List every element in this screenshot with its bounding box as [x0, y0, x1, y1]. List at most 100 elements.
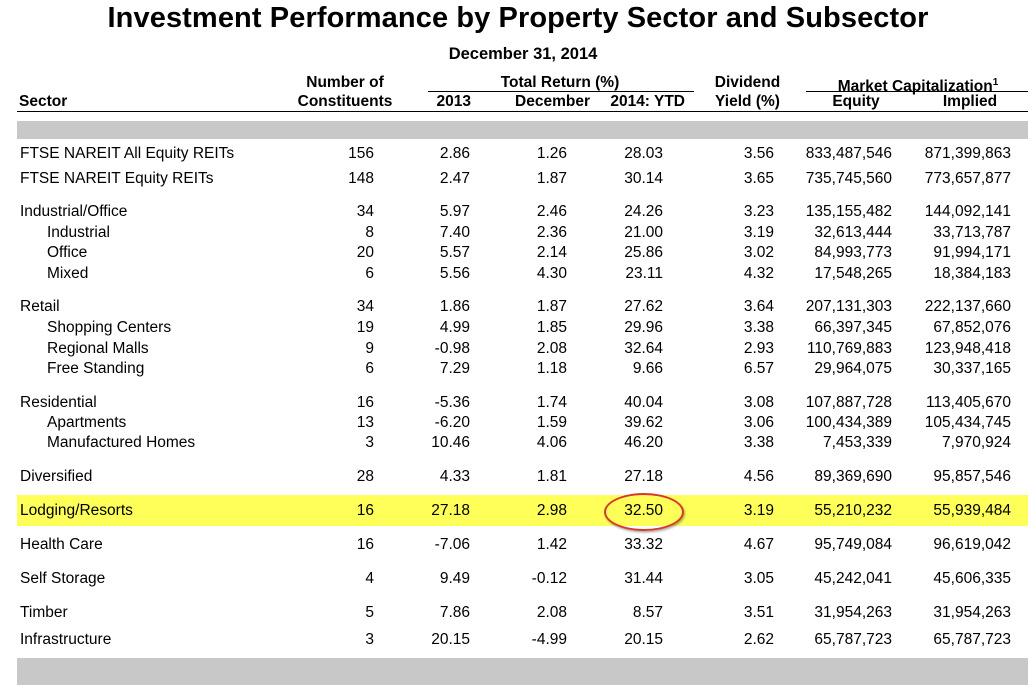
cell-implied: 45,606,335: [933, 570, 1011, 587]
cell-yield: 3.64: [743, 298, 774, 315]
cell-sector: Self Storage: [20, 570, 106, 587]
cell-constituents: 13: [356, 414, 374, 431]
table-row: Office 20 5.57 2.14 25.86 3.02 84,993,773 91,99…: [0, 243, 1036, 263]
cell-december: 2.14: [536, 244, 567, 261]
cell-equity: 29,964,075: [814, 360, 892, 377]
cell-yield: 4.32: [743, 265, 774, 282]
table-row: Health Care 16 -7.06 1.42 33.32 4.67 95,749,08…: [0, 535, 1036, 555]
cell-2013: 5.57: [439, 244, 470, 261]
footnote-marker: 1: [992, 77, 999, 88]
cell-constituents: 156: [348, 145, 374, 162]
cell-implied: 18,384,183: [933, 265, 1011, 282]
cell-yield: 2.93: [743, 340, 774, 357]
cell-constituents: 16: [356, 536, 374, 553]
table-row: Industrial 8 7.40 2.36 21.00 3.19 32,613,444 33…: [0, 223, 1036, 243]
top-gray-band: [17, 121, 1028, 139]
cell-december: 4.06: [536, 434, 567, 451]
cell-equity: 66,397,345: [814, 319, 892, 336]
cell-2013: 5.56: [439, 265, 470, 282]
header-dividend-line2: Yield (%): [715, 93, 780, 110]
cell-constituents: 16: [356, 394, 374, 411]
header-december: December: [515, 93, 590, 110]
cell-ytd: 9.66: [632, 360, 663, 377]
header-dividend-line1: Dividend: [714, 74, 781, 91]
cell-2013: 1.86: [439, 298, 470, 315]
cell-equity: 17,548,265: [814, 265, 892, 282]
cell-2013: 7.86: [439, 604, 470, 621]
cell-constituents: 9: [365, 340, 374, 357]
table-row: Retail 34 1.86 1.87 27.62 3.64 207,131,303 222,…: [0, 297, 1036, 317]
header-implied: Implied: [942, 93, 998, 110]
cell-implied: 55,939,484: [933, 502, 1011, 519]
cell-2013: -5.36: [434, 394, 470, 411]
cell-2013: 9.49: [439, 570, 470, 587]
cell-ytd: 46.20: [624, 434, 663, 451]
cell-equity: 84,993,773: [814, 244, 892, 261]
cell-equity: 31,954,263: [814, 604, 892, 621]
cell-ytd: 27.62: [624, 298, 663, 315]
cell-equity: 735,745,560: [805, 170, 892, 187]
table-row: Industrial/Office 34 5.97 2.46 24.26 3.23 135,…: [0, 202, 1036, 222]
cell-ytd: 8.57: [632, 604, 663, 621]
cell-implied: 65,787,723: [933, 631, 1011, 648]
cell-2013: 20.15: [431, 631, 470, 648]
cell-yield: 3.56: [743, 145, 774, 162]
page-subtitle: December 31, 2014: [448, 45, 598, 63]
cell-december: 1.42: [536, 536, 567, 553]
cell-sector: Shopping Centers: [47, 319, 172, 336]
header-constituents-line1: Number of: [306, 74, 384, 91]
cell-yield: 3.38: [743, 319, 774, 336]
cell-equity: 89,369,690: [814, 468, 892, 485]
cell-ytd: 21.00: [624, 224, 663, 241]
cell-yield: 3.06: [743, 414, 774, 431]
cell-2013: 7.40: [439, 224, 470, 241]
cell-december: 2.98: [536, 502, 567, 519]
cell-december: 1.18: [536, 360, 567, 377]
cell-sector: FTSE NAREIT All Equity REITs: [20, 145, 235, 162]
cell-sector: Infrastructure: [20, 631, 112, 648]
cell-2013: 7.29: [439, 360, 470, 377]
cell-december: -4.99: [531, 631, 567, 648]
header-constituents-line2: Constituents: [297, 93, 393, 110]
cell-ytd: 39.62: [624, 414, 663, 431]
cell-implied: 31,954,263: [933, 604, 1011, 621]
cell-equity: 55,210,232: [814, 502, 892, 519]
cell-yield: 4.56: [743, 468, 774, 485]
table-row: Apartments 13 -6.20 1.59 39.62 3.06 100,434,38…: [0, 413, 1036, 433]
cell-sector: Industrial: [47, 224, 110, 241]
cell-constituents: 4: [365, 570, 374, 587]
cell-implied: 773,657,877: [924, 170, 1011, 187]
cell-yield: 3.19: [743, 224, 774, 241]
cell-yield: 4.67: [743, 536, 774, 553]
cell-equity: 135,155,482: [805, 203, 892, 220]
cell-sector: Lodging/Resorts: [20, 502, 133, 519]
cell-yield: 3.08: [743, 394, 774, 411]
cell-implied: 105,434,745: [924, 414, 1011, 431]
cell-sector: Office: [47, 244, 88, 261]
cell-december: 2.08: [536, 604, 567, 621]
table-row: Lodging/Resorts 16 27.18 2.98 32.50 3.19 55,21…: [0, 501, 1036, 521]
cell-2013: 10.46: [431, 434, 470, 451]
cell-constituents: 20: [356, 244, 374, 261]
cell-yield: 3.38: [743, 434, 774, 451]
cell-yield: 2.62: [743, 631, 774, 648]
cell-constituents: 5: [365, 604, 374, 621]
cell-constituents: 3: [365, 631, 374, 648]
cell-sector: Diversified: [20, 468, 93, 485]
cell-yield: 3.65: [743, 170, 774, 187]
cell-sector: Regional Malls: [47, 340, 149, 357]
cell-sector: Residential: [20, 394, 97, 411]
cell-equity: 110,769,883: [806, 340, 892, 357]
cell-2013: 5.97: [439, 203, 470, 220]
cell-2013: 4.99: [439, 319, 470, 336]
cell-constituents: 28: [356, 468, 374, 485]
cell-ytd: 33.32: [624, 536, 663, 553]
cell-sector: FTSE NAREIT Equity REITs: [20, 170, 214, 187]
cell-ytd: 24.26: [624, 203, 663, 220]
header-total-return: Total Return (%): [500, 74, 620, 91]
cell-equity: 7,453,339: [823, 434, 892, 451]
cell-december: 1.26: [536, 145, 567, 162]
cell-implied: 222,137,660: [924, 298, 1011, 315]
cell-yield: 3.02: [743, 244, 774, 261]
cell-2013: 4.33: [439, 468, 470, 485]
